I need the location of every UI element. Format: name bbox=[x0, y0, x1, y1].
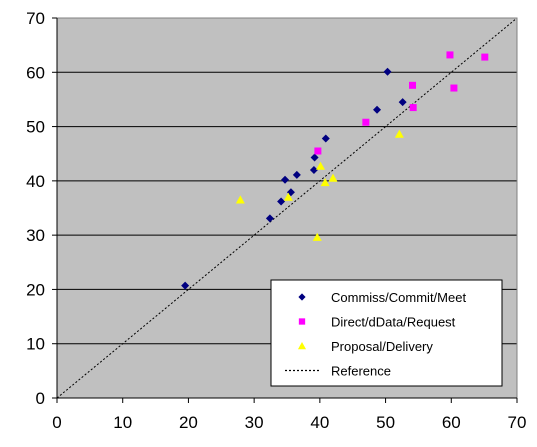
legend-label: Commiss/Commit/Meet bbox=[331, 290, 466, 305]
data-point bbox=[320, 177, 330, 187]
y-tick-label: 40 bbox=[26, 172, 45, 191]
x-tick-label: 10 bbox=[113, 413, 132, 432]
data-point bbox=[450, 84, 458, 92]
data-point bbox=[277, 197, 286, 206]
legend-marker bbox=[298, 318, 306, 325]
legend-marker bbox=[298, 293, 306, 301]
legend-label: Reference bbox=[331, 364, 391, 379]
data-point bbox=[394, 129, 404, 138]
data-point bbox=[398, 98, 407, 107]
x-tick-label: 70 bbox=[508, 413, 527, 432]
x-tick-label: 0 bbox=[52, 413, 61, 432]
y-axis: 0 10 20 30 40 50 60 70 bbox=[26, 9, 58, 408]
y-tick-label: 60 bbox=[26, 63, 45, 82]
legend-label: Direct/dData/Request bbox=[331, 315, 456, 330]
y-tick-label: 10 bbox=[26, 335, 45, 354]
data-point bbox=[283, 192, 293, 201]
data-point bbox=[312, 232, 322, 241]
data-points bbox=[181, 51, 489, 290]
reference-line bbox=[56, 17, 518, 399]
data-point bbox=[235, 195, 245, 204]
data-point bbox=[446, 51, 454, 59]
y-tick-label: 20 bbox=[26, 280, 45, 299]
y-tick-label: 30 bbox=[26, 226, 45, 245]
series-1 bbox=[314, 51, 489, 155]
data-point bbox=[316, 161, 326, 170]
data-point bbox=[181, 281, 190, 290]
series-0 bbox=[181, 67, 407, 290]
legend-box bbox=[270, 279, 503, 387]
data-point bbox=[362, 118, 370, 126]
data-point bbox=[409, 81, 417, 89]
x-tick-label: 60 bbox=[442, 413, 461, 432]
x-axis: 0 10 20 30 40 50 60 70 bbox=[52, 397, 527, 432]
data-point bbox=[265, 214, 274, 223]
data-point bbox=[481, 53, 489, 61]
x-tick-label: 30 bbox=[245, 413, 264, 432]
data-point bbox=[383, 67, 392, 76]
data-point bbox=[373, 105, 382, 114]
x-tick-label: 20 bbox=[179, 413, 198, 432]
data-point bbox=[314, 147, 322, 155]
reference-line-layer bbox=[56, 17, 518, 399]
data-point bbox=[328, 173, 338, 182]
legend: Commiss/Commit/Meet Direct/dData/Request P… bbox=[270, 279, 503, 387]
legend-marker bbox=[297, 341, 307, 350]
x-tick-label: 50 bbox=[376, 413, 395, 432]
data-point bbox=[292, 170, 301, 179]
data-point bbox=[281, 175, 290, 184]
series-2 bbox=[235, 129, 404, 241]
data-point bbox=[321, 134, 330, 143]
x-tick-label: 40 bbox=[310, 413, 329, 432]
y-tick-label: 70 bbox=[26, 9, 45, 28]
data-point bbox=[409, 104, 417, 112]
data-point bbox=[309, 166, 318, 174]
data-point bbox=[310, 153, 319, 162]
legend-label: Proposal/Delivery bbox=[331, 339, 433, 354]
y-tick-label: 50 bbox=[26, 118, 45, 137]
y-tick-label: 0 bbox=[36, 389, 45, 408]
